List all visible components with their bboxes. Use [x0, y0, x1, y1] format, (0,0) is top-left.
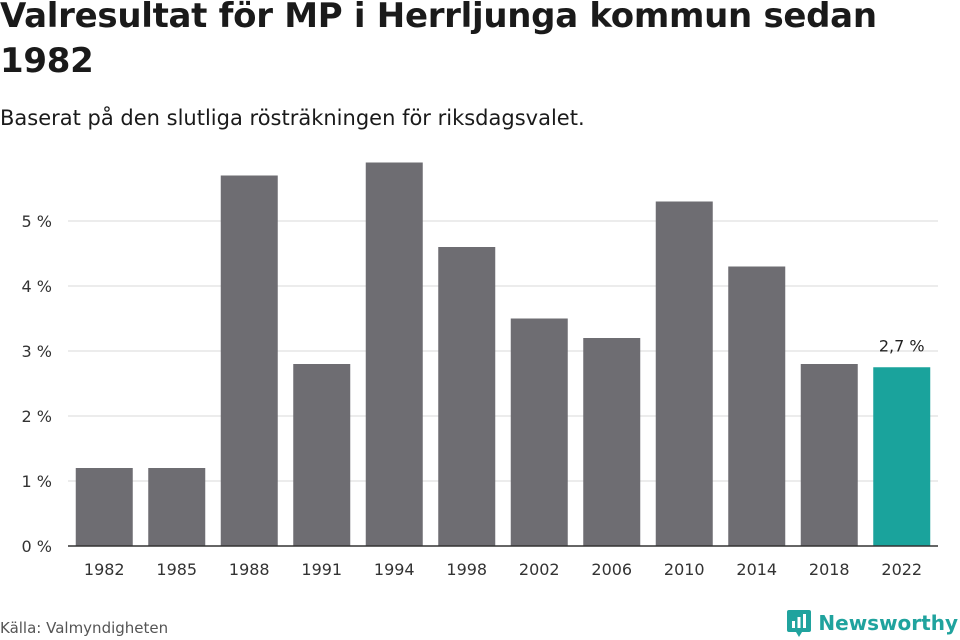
chart-subtitle: Baserat på den slutliga rösträkningen fö… — [0, 106, 585, 130]
bar-1994 — [365, 162, 423, 546]
newsworthy-logo-icon — [787, 610, 812, 637]
y-tick-label: 3 % — [22, 342, 52, 361]
x-tick-label: 1998 — [446, 560, 487, 579]
x-tick-label: 1991 — [301, 560, 342, 579]
bar-2022 — [873, 367, 931, 546]
bar-chart: 0 %1 %2 %3 %4 %5 % 1982 1985 1988 1991 1994 1… — [22, 162, 938, 579]
x-tick-label: 2014 — [736, 560, 777, 579]
y-tick-label: 2 % — [22, 407, 52, 426]
bar-2018 — [800, 364, 858, 546]
data-label: 2,7 % — [879, 336, 925, 355]
data-labels: 2,7 % — [879, 336, 925, 355]
bar-2010 — [655, 201, 713, 546]
source-note: Källa: Valmyndigheten — [0, 619, 169, 637]
brand-name: Newsworthy — [818, 611, 958, 635]
gridlines — [68, 220, 938, 482]
x-tick-label: 2002 — [519, 560, 560, 579]
y-tick-label: 1 % — [22, 472, 52, 491]
x-tick-label: 2022 — [881, 560, 922, 579]
y-tick-label: 0 % — [22, 537, 52, 556]
bar-1982 — [75, 468, 133, 546]
x-tick-label: 1985 — [156, 560, 197, 579]
bar-1998 — [438, 247, 496, 546]
x-tick-label: 1982 — [84, 560, 125, 579]
brand-logo: Newsworthy — [786, 608, 958, 638]
x-tick-label: 1994 — [374, 560, 415, 579]
chart-title: Valresultat för MP i Herrljunga kommun s… — [0, 0, 877, 81]
x-tick-label: 1988 — [229, 560, 270, 579]
bars — [75, 162, 931, 546]
bar-2014 — [728, 266, 786, 546]
y-tick-label: 4 % — [22, 277, 52, 296]
y-axis-tick-labels: 0 % 1 % 2 % 3 % 4 % 5 % — [22, 212, 52, 556]
bar-2006 — [583, 338, 641, 546]
x-tick-label: 2018 — [809, 560, 850, 579]
bar-1988 — [220, 175, 278, 546]
bar-1985 — [148, 468, 206, 546]
y-tick-label: 5 % — [22, 212, 52, 231]
x-tick-label: 2006 — [591, 560, 632, 579]
x-axis-tick-labels: 1982 1985 1988 1991 1994 1998 2002 2006 2010 2014… — [84, 560, 922, 579]
x-tick-label: 2010 — [664, 560, 705, 579]
bar-2002 — [510, 318, 568, 546]
bar-1991 — [293, 364, 351, 546]
